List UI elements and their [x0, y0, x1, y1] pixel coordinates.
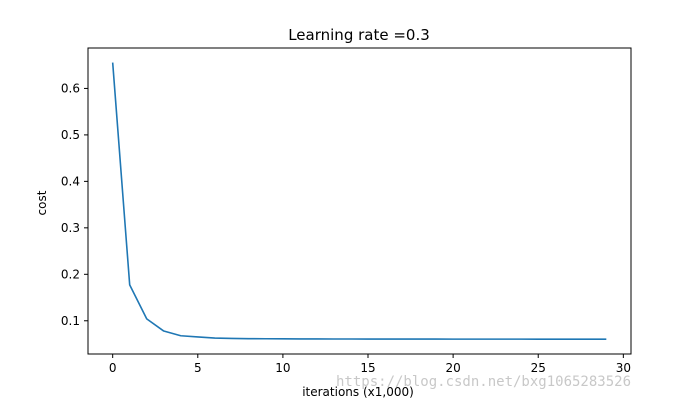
x-tick-label: 25	[531, 361, 546, 375]
x-tick-label: 15	[360, 361, 375, 375]
y-tick-label: 0.2	[61, 267, 80, 281]
x-tick-label: 5	[194, 361, 202, 375]
plot-frame	[87, 47, 632, 355]
y-axis-title: cost	[35, 190, 49, 215]
y-tick-label: 0.1	[61, 314, 80, 328]
y-tick-label: 0.3	[61, 221, 80, 235]
chart-title: Learning rate =0.3	[288, 26, 430, 44]
y-tick-label: 0.4	[61, 174, 80, 188]
x-tick-label: 0	[109, 361, 117, 375]
x-axis-title: iterations (x1,000)	[302, 385, 414, 399]
x-tick-label: 30	[616, 361, 631, 375]
cost-line	[111, 62, 607, 340]
y-tick-label: 0.6	[61, 81, 80, 95]
x-tick-label: 10	[275, 361, 290, 375]
x-tick-label: 20	[445, 361, 460, 375]
watermark: https://blog.csdn.net/bxg1065283526	[336, 374, 631, 390]
y-tick-label: 0.5	[61, 128, 80, 142]
